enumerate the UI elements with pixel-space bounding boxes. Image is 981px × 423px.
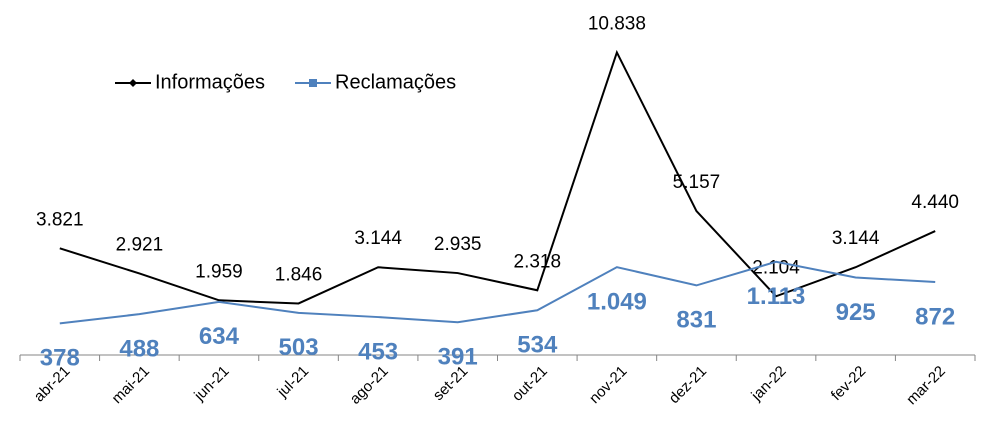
x-tick-label: jun-21 xyxy=(190,363,232,405)
data-label: 2.104 xyxy=(752,257,800,278)
x-tick-label: ago-21 xyxy=(347,363,392,408)
data-label: 378 xyxy=(40,345,80,372)
data-label: 3.821 xyxy=(36,209,84,230)
data-label: 488 xyxy=(119,335,159,362)
series-line xyxy=(59,260,936,325)
x-tick-label: nov-21 xyxy=(586,363,630,407)
data-label: 3.144 xyxy=(832,228,880,249)
x-tick-label: mai-21 xyxy=(109,363,153,407)
x-tick-label: jan-22 xyxy=(747,363,789,405)
data-label: 872 xyxy=(915,303,955,330)
data-label: 1.846 xyxy=(275,264,323,285)
x-tick-label: mar-22 xyxy=(903,363,949,409)
x-tick-label: fev-22 xyxy=(828,363,870,405)
data-label: 2.318 xyxy=(514,251,562,272)
data-label: 1.959 xyxy=(195,261,243,282)
data-label: 391 xyxy=(438,344,478,371)
data-label: 1.113 xyxy=(747,283,806,310)
data-label: 3.144 xyxy=(354,228,402,249)
data-label: 2.935 xyxy=(434,234,482,255)
x-tick-label: dez-21 xyxy=(666,363,710,407)
legend-marker xyxy=(129,79,137,87)
legend-label: Informações xyxy=(155,71,265,93)
data-label: 925 xyxy=(836,299,876,326)
data-label: 503 xyxy=(279,334,319,361)
legend-marker xyxy=(309,79,317,87)
x-tick-label: out-21 xyxy=(509,363,551,405)
series-line xyxy=(59,49,936,305)
data-label: 831 xyxy=(676,307,716,334)
data-label: 453 xyxy=(358,338,398,365)
x-tick-label: jul-21 xyxy=(274,363,313,402)
data-label: 1.049 xyxy=(587,288,647,315)
data-label: 10.838 xyxy=(588,13,646,34)
legend-label: Reclamações xyxy=(335,71,456,93)
data-label: 534 xyxy=(517,332,558,359)
data-label: 5.157 xyxy=(673,172,721,193)
data-label: 2.921 xyxy=(116,234,164,255)
data-label: 634 xyxy=(199,323,240,350)
data-label: 4.440 xyxy=(911,192,959,213)
